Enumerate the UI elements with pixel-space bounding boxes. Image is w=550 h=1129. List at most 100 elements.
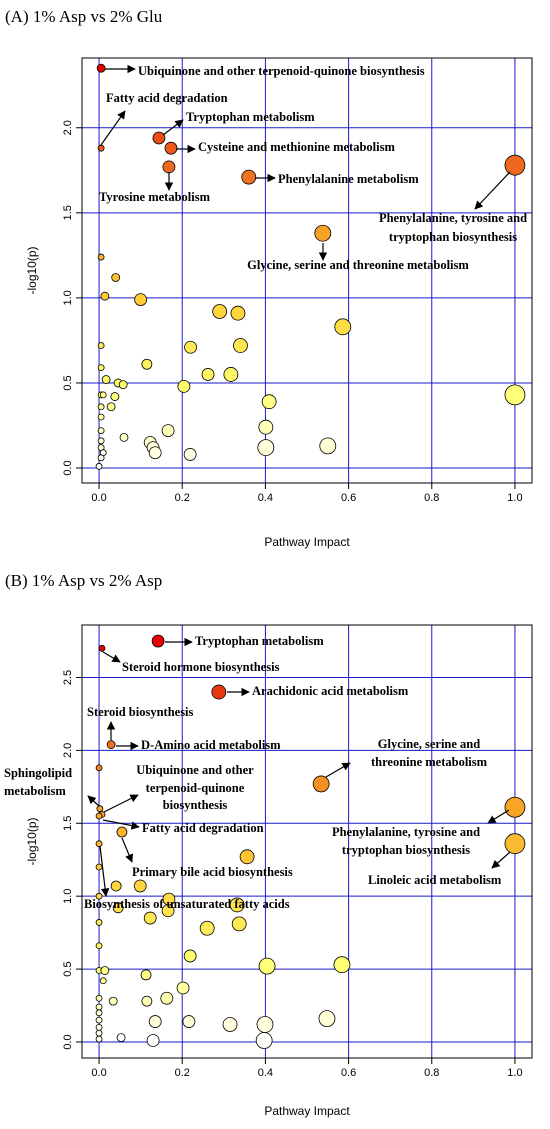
bubble xyxy=(312,775,330,793)
annotation-arrow xyxy=(491,851,511,869)
y-tick-label: 0.5 xyxy=(62,961,74,976)
bubble xyxy=(119,433,129,442)
bubble xyxy=(106,740,116,749)
x-tick-label: 0.0 xyxy=(91,1067,106,1079)
bubble xyxy=(258,957,276,975)
bubble xyxy=(118,380,128,390)
bubble xyxy=(230,305,246,321)
bubble xyxy=(95,1016,103,1024)
bubble xyxy=(162,160,176,174)
y-axis-label: -log10(p) xyxy=(25,817,39,865)
x-axis-label: Pathway Impact xyxy=(264,535,350,549)
bubble xyxy=(97,342,105,349)
bubble xyxy=(110,392,120,401)
chart-title: (A) 1% Asp vs 2% Glu xyxy=(5,7,163,26)
annotation: tryptophan biosynthesis xyxy=(389,230,517,244)
annotation: Phenylalanine, tyrosine and xyxy=(332,825,480,839)
bubble xyxy=(314,224,332,242)
bubble xyxy=(151,634,165,648)
bubble xyxy=(504,796,526,818)
bubble xyxy=(99,391,107,399)
bubble xyxy=(319,437,337,455)
annotation: Biosynthesis of unsaturated fatty acids xyxy=(84,897,290,911)
annotation: Phenylalanine, tyrosine and xyxy=(379,211,527,225)
x-tick-label: 0.0 xyxy=(91,492,106,504)
x-tick-label: 0.4 xyxy=(258,1067,273,1079)
bubble xyxy=(161,424,175,437)
bubble xyxy=(223,367,239,382)
annotation-arrow xyxy=(102,651,121,663)
x-tick-label: 0.2 xyxy=(175,492,190,504)
bubble xyxy=(95,994,103,1002)
bubble xyxy=(95,1009,103,1017)
annotation: Fatty acid degradation xyxy=(106,91,228,105)
bubble xyxy=(95,919,103,926)
annotation: Tryptophan metabolism xyxy=(186,110,315,124)
bubble xyxy=(229,897,245,913)
bubble xyxy=(95,1035,103,1043)
bubble xyxy=(133,879,147,893)
bubble xyxy=(255,1032,273,1049)
bubble xyxy=(97,144,105,152)
x-tick-label: 0.4 xyxy=(258,492,273,504)
annotation-arrow xyxy=(87,795,100,807)
bubble xyxy=(183,949,197,963)
bubble xyxy=(98,644,106,652)
bubble xyxy=(143,911,157,925)
y-axis-label: -log10(p) xyxy=(25,246,39,294)
annotation-arrow xyxy=(103,794,139,813)
bubble xyxy=(212,304,228,319)
annotation-arrow xyxy=(102,819,140,830)
bubble xyxy=(201,368,215,381)
bubble xyxy=(141,995,153,1007)
x-tick-label: 0.6 xyxy=(341,1067,356,1079)
x-tick-label: 0.6 xyxy=(341,492,356,504)
x-tick-label: 0.2 xyxy=(175,1067,190,1079)
annotation: Sphingolipid xyxy=(4,766,72,780)
bubble xyxy=(95,1023,103,1031)
bubble xyxy=(110,880,122,892)
bubble xyxy=(95,1003,103,1011)
bubble xyxy=(160,991,174,1005)
bubble xyxy=(233,338,248,353)
y-tick-label: 2.5 xyxy=(62,670,74,685)
annotation-arrow xyxy=(99,845,110,897)
y-tick-label: 1.5 xyxy=(62,816,74,831)
annotation: tryptophan biosynthesis xyxy=(342,843,470,857)
bubble xyxy=(182,1015,196,1028)
bubble xyxy=(96,63,106,73)
annotation: Glycine, serine and threonine metabolism xyxy=(247,258,469,272)
bubble xyxy=(211,684,227,700)
bubble xyxy=(97,364,105,372)
bubble xyxy=(239,849,255,865)
bubble xyxy=(99,977,107,985)
annotation: terpenoid-quinone xyxy=(146,781,245,795)
bubble xyxy=(100,291,110,301)
annotation: Primary bile acid biosynthesis xyxy=(132,865,293,879)
bubble xyxy=(134,293,148,306)
bubble xyxy=(108,996,118,1006)
y-tick-label: 0.0 xyxy=(62,1034,74,1049)
bubble xyxy=(97,427,105,434)
annotation: threonine metabolism xyxy=(371,755,488,769)
bubble xyxy=(97,403,105,411)
annotation: Ubiquinone and other terpenoid-quinone b… xyxy=(138,64,425,78)
y-tick-label: 1.0 xyxy=(62,889,74,904)
annotation: Phenylalanine metabolism xyxy=(278,172,419,186)
annotation-arrow xyxy=(474,171,511,210)
annotation-arrow xyxy=(325,762,351,778)
annotation-arrow xyxy=(100,110,126,146)
bubble xyxy=(100,966,110,975)
bubble xyxy=(334,318,352,336)
bubble xyxy=(101,375,111,384)
bubble xyxy=(95,863,103,871)
annotation: Arachidonic acid metabolism xyxy=(252,684,409,698)
bubble xyxy=(106,402,116,412)
bubble xyxy=(95,840,103,848)
bubble xyxy=(95,1029,103,1037)
bubble xyxy=(504,154,526,176)
x-axis-label: Pathway Impact xyxy=(264,1104,350,1118)
y-tick-label: 1.5 xyxy=(62,205,74,220)
